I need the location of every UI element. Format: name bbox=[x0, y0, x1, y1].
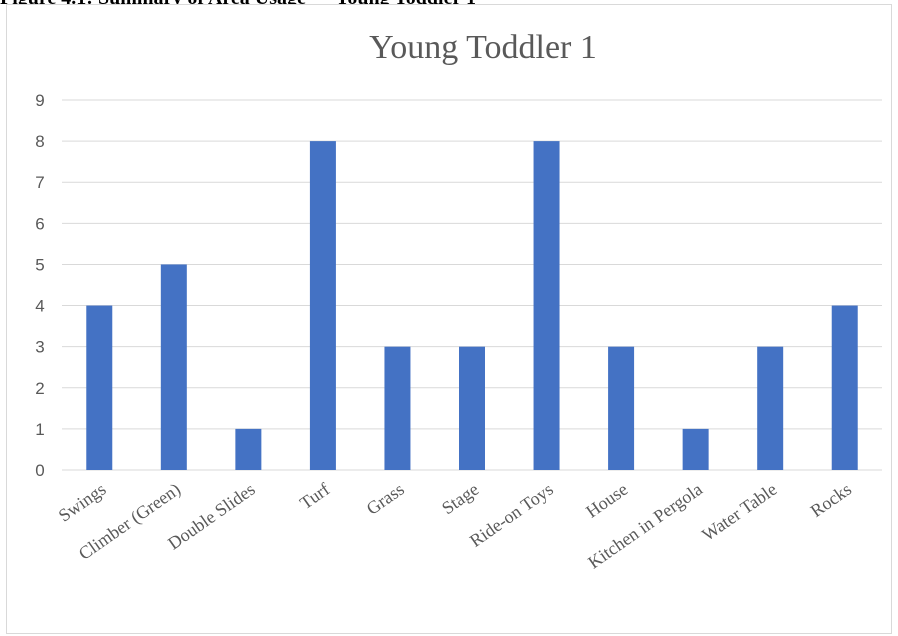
y-axis: 0 1 2 3 4 5 6 7 8 9 bbox=[35, 91, 44, 480]
bar-grass bbox=[384, 346, 411, 470]
x-tick-label: Grass bbox=[363, 479, 408, 519]
bars bbox=[86, 141, 858, 470]
y-tick-label: 6 bbox=[35, 214, 44, 233]
x-tick-label: Swings bbox=[55, 479, 110, 526]
y-tick-label: 0 bbox=[35, 461, 44, 480]
y-tick-label: 1 bbox=[35, 420, 44, 439]
bar-swings bbox=[86, 305, 113, 470]
y-tick-label: 3 bbox=[35, 338, 44, 357]
bar-stage bbox=[459, 346, 485, 470]
bar-double-slides bbox=[235, 428, 262, 470]
x-tick-label: House bbox=[582, 479, 631, 522]
bar-house bbox=[608, 346, 635, 470]
x-tick-label: Rocks bbox=[807, 479, 855, 521]
chart-frame bbox=[6, 4, 892, 634]
chart-title: Young Toddler 1 bbox=[369, 29, 597, 66]
y-tick-label: 4 bbox=[35, 297, 44, 316]
y-tick-label: 5 bbox=[35, 255, 44, 274]
bar-kitchen-in-pergola bbox=[682, 428, 709, 470]
bar-water-table bbox=[757, 346, 784, 470]
bar-ride-on-toys bbox=[533, 141, 560, 470]
y-tick-label: 8 bbox=[35, 132, 44, 151]
bar-rocks bbox=[831, 305, 858, 470]
x-tick-label: Ride-on Toys bbox=[466, 479, 557, 551]
bar-climber-green bbox=[160, 264, 187, 470]
x-tick-label: Water Table bbox=[698, 479, 780, 545]
y-tick-label: 2 bbox=[35, 379, 44, 398]
y-tick-label: 9 bbox=[35, 91, 44, 110]
y-tick-label: 7 bbox=[35, 173, 44, 192]
x-tick-label: Turf bbox=[296, 479, 333, 513]
x-tick-label: Stage bbox=[438, 479, 482, 518]
bar-turf bbox=[309, 141, 336, 470]
